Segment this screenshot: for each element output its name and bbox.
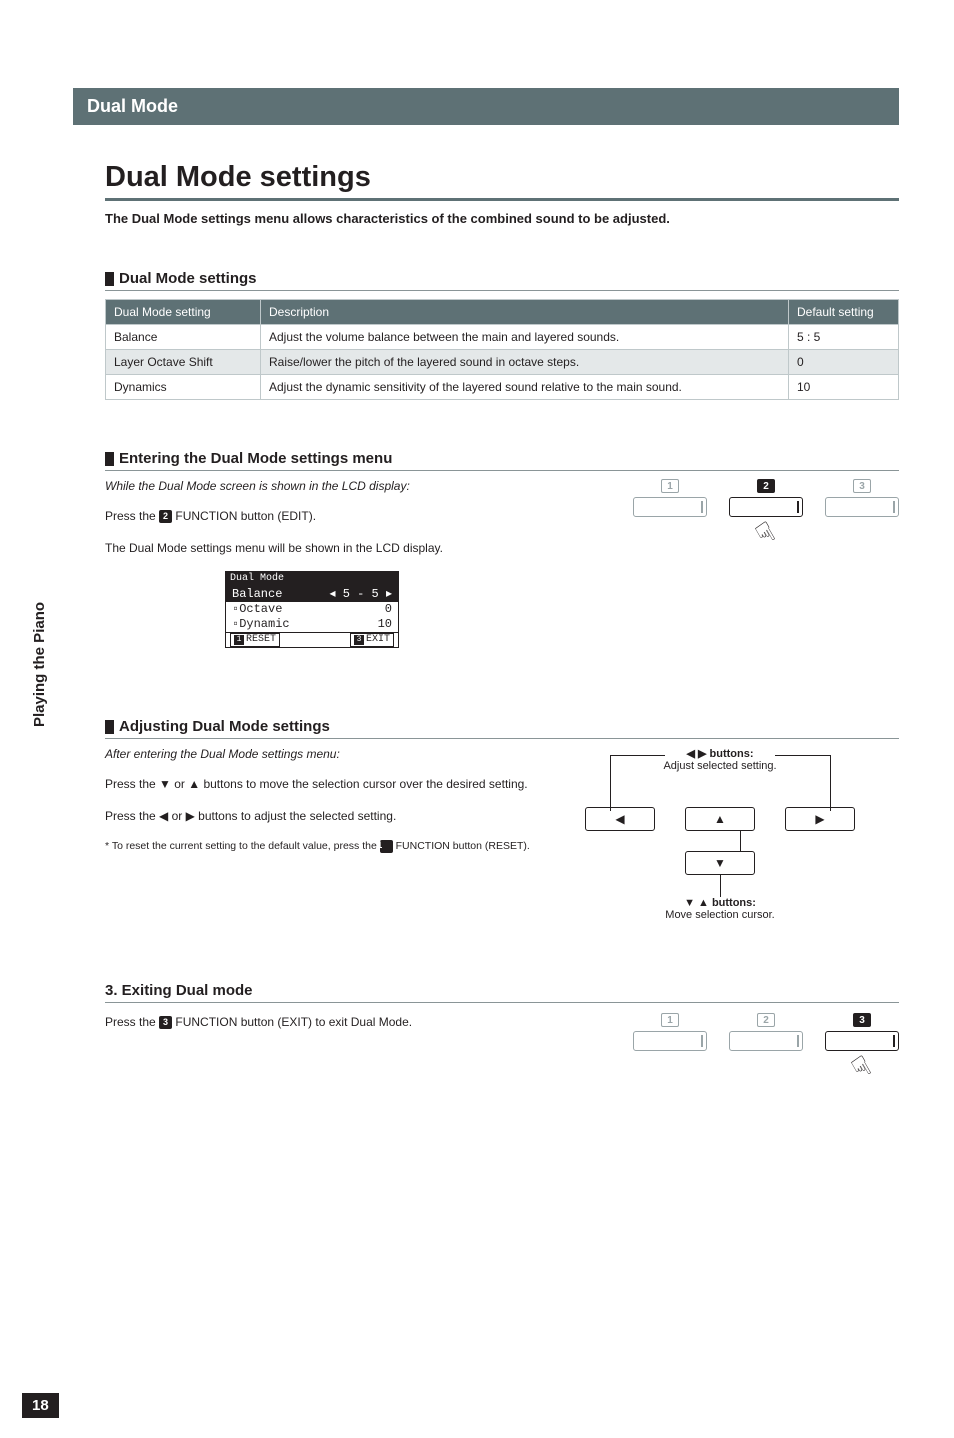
section-heading: Adjusting Dual Mode settings: [105, 718, 899, 739]
function-number-badge: 3: [159, 1016, 172, 1029]
lcd-value: ◂ 5 - 5 ▸: [330, 587, 392, 602]
function-button-2: 2: [729, 1013, 803, 1051]
pointing-hand-icon: ☟: [846, 1049, 877, 1086]
arrow-down-button: ▼: [685, 851, 755, 875]
lcd-value: 0: [385, 602, 392, 617]
lcd-row: ▫Dynamic 10: [226, 617, 398, 632]
section-heading: Entering the Dual Mode settings menu: [105, 450, 899, 471]
instruction-text: The Dual Mode settings menu will be show…: [105, 539, 603, 557]
lcd-foot-label: RESET: [246, 634, 276, 647]
function-button-1: 1: [633, 1013, 707, 1051]
col-description: Description: [261, 300, 789, 325]
function-button-3: 3☟: [825, 1013, 899, 1084]
text-fragment: Press the: [105, 509, 159, 523]
cell-name: Layer Octave Shift: [106, 350, 261, 375]
section-title: Adjusting Dual Mode settings: [119, 718, 330, 735]
lcd-title: Dual Mode: [226, 572, 398, 587]
text-fragment: Press the: [105, 1015, 159, 1029]
instruction-text: Press the ▼ or ▲ buttons to move the sel…: [105, 775, 535, 793]
lcd-foot-num: 3: [354, 635, 364, 645]
instruction-text: While the Dual Mode screen is shown in t…: [105, 479, 603, 493]
table-row: Balance Adjust the volume balance betwee…: [106, 325, 899, 350]
function-button-3: 3: [825, 479, 899, 517]
intro-text: The Dual Mode settings menu allows chara…: [105, 211, 899, 226]
function-buttons-diagram: 1 2☟ 3: [633, 479, 899, 550]
page-number: 18: [22, 1393, 59, 1418]
lcd-footer: 1 RESET 3 EXIT: [226, 632, 398, 648]
footnote-text: * To reset the current setting to the de…: [105, 839, 535, 855]
diagram-label: ▼ ▲ buttons:: [684, 897, 756, 909]
col-setting: Dual Mode setting: [106, 300, 261, 325]
text-fragment: FUNCTION button (EDIT).: [172, 509, 316, 523]
arrow-up-button: ▲: [685, 807, 755, 831]
instruction-text: Press the 3 FUNCTION button (EXIT) to ex…: [105, 1013, 603, 1031]
arrow-buttons-diagram: ◀ ▶ buttons: Adjust selected setting. ◀ …: [565, 747, 875, 942]
lcd-row: Balance ◂ 5 - 5 ▸: [226, 587, 398, 602]
cell-default: 5 : 5: [789, 325, 899, 350]
function-number-badge: 2: [159, 510, 172, 523]
section-marker-icon: [105, 452, 114, 466]
col-default: Default setting: [789, 300, 899, 325]
function-button-2: 2☟: [729, 479, 803, 550]
table-row: Layer Octave Shift Raise/lower the pitch…: [106, 350, 899, 375]
page-header: Dual Mode: [73, 88, 899, 125]
cell-default: 0: [789, 350, 899, 375]
lcd-value: 10: [378, 617, 392, 632]
lcd-foot-label: EXIT: [366, 634, 390, 647]
cell-desc: Adjust the dynamic sensitivity of the la…: [261, 375, 789, 400]
lcd-row: ▫Octave 0: [226, 602, 398, 617]
arrow-left-button: ◀: [585, 807, 655, 831]
section-heading: Dual Mode settings: [105, 270, 899, 291]
text-fragment: * To reset the current setting to the de…: [105, 840, 380, 852]
arrow-right-button: ▶: [785, 807, 855, 831]
section-marker-icon: [105, 720, 114, 734]
table-row: Dynamics Adjust the dynamic sensitivity …: [106, 375, 899, 400]
diagram-label: ◀ ▶ buttons:: [686, 748, 753, 760]
cell-desc: Adjust the volume balance between the ma…: [261, 325, 789, 350]
diagram-sublabel: Move selection cursor.: [665, 909, 774, 921]
function-buttons-diagram: 1 2 3☟: [633, 1013, 899, 1084]
cell-desc: Raise/lower the pitch of the layered sou…: [261, 350, 789, 375]
instruction-text: Press the 2 FUNCTION button (EDIT).: [105, 507, 603, 525]
diagram-sublabel: Adjust selected setting.: [663, 760, 776, 772]
cell-default: 10: [789, 375, 899, 400]
section-title: Entering the Dual Mode settings menu: [119, 450, 392, 467]
step-heading: 3. Exiting Dual mode: [105, 982, 899, 1003]
text-fragment: FUNCTION button (EXIT) to exit Dual Mode…: [172, 1015, 412, 1029]
lcd-label: Balance: [232, 587, 282, 602]
text-fragment: FUNCTION button (RESET).: [393, 840, 530, 852]
instruction-text: After entering the Dual Mode settings me…: [105, 747, 535, 761]
pointing-hand-icon: ☟: [750, 515, 781, 552]
lcd-label: ▫Octave: [232, 602, 282, 617]
lcd-display: Dual Mode Balance ◂ 5 - 5 ▸ ▫Octave 0 ▫Dyn…: [225, 571, 399, 648]
side-label: Playing the Piano: [31, 602, 48, 727]
page-title: Dual Mode settings: [105, 161, 899, 201]
lcd-foot-num: 1: [234, 635, 244, 645]
lcd-label: ▫Dynamic: [232, 617, 290, 632]
cell-name: Balance: [106, 325, 261, 350]
section-marker-icon: [105, 272, 114, 286]
function-button-1: 1: [633, 479, 707, 517]
instruction-text: Press the ◀ or ▶ buttons to adjust the s…: [105, 807, 535, 825]
settings-table: Dual Mode setting Description Default se…: [105, 299, 899, 400]
function-number-badge: 1: [380, 840, 393, 853]
cell-name: Dynamics: [106, 375, 261, 400]
section-title: Dual Mode settings: [119, 270, 257, 287]
